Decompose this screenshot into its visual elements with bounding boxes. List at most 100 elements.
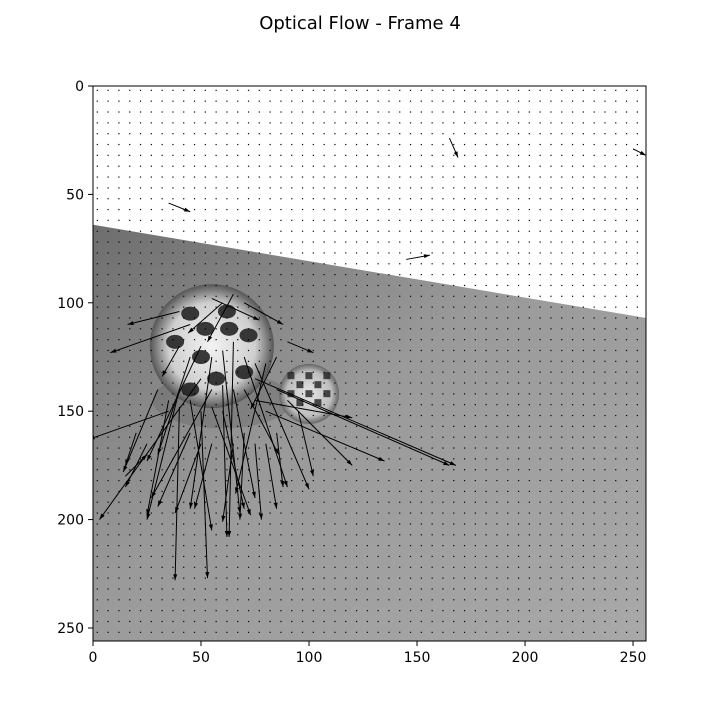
sample-dot <box>388 458 390 460</box>
sample-dot <box>258 317 260 319</box>
sample-dot <box>183 588 185 590</box>
sample-dot <box>345 534 347 536</box>
sample-dot <box>507 620 509 623</box>
sample-dot <box>237 230 239 232</box>
sample-dot <box>193 631 196 633</box>
sample-dot <box>258 447 260 449</box>
sample-dot <box>258 263 260 265</box>
sample-dot <box>625 425 628 427</box>
sample-dot <box>453 501 455 503</box>
flow-arrow-head <box>639 150 646 156</box>
x-tick-label: 100 <box>296 650 323 666</box>
sample-dot <box>463 425 466 427</box>
sample-dot <box>496 187 498 189</box>
sample-dot <box>463 404 466 406</box>
sample-dot <box>334 490 336 493</box>
sample-dot <box>183 230 185 232</box>
sample-dot <box>625 328 628 330</box>
sample-dot <box>334 425 336 427</box>
sample-dot <box>193 143 196 146</box>
sample-dot <box>161 328 163 330</box>
sample-dot <box>431 577 433 579</box>
sample-dot <box>183 165 185 167</box>
sample-dot <box>280 176 282 178</box>
ball-patch <box>166 334 185 349</box>
sample-dot <box>507 425 509 427</box>
sample-dot <box>388 133 390 135</box>
sample-dot <box>561 545 563 547</box>
sample-dot <box>507 306 509 308</box>
sample-dot <box>604 122 606 124</box>
sample-dot <box>388 284 390 287</box>
sample-dot <box>301 176 304 178</box>
sample-dot <box>561 284 563 287</box>
sample-dot <box>409 219 412 222</box>
sample-dot <box>129 555 131 558</box>
sample-dot <box>582 360 584 362</box>
sample-dot <box>118 414 120 417</box>
sample-dot <box>129 252 131 254</box>
sample-dot <box>399 143 401 146</box>
sample-dot <box>507 555 509 558</box>
sample-dot <box>301 588 304 590</box>
sample-dot <box>571 414 574 417</box>
sample-dot <box>431 349 433 352</box>
sample-dot <box>604 306 606 308</box>
sample-dot <box>636 306 638 308</box>
sample-dot <box>183 458 185 460</box>
sample-dot <box>366 631 368 633</box>
sample-dot <box>496 566 498 568</box>
sample-dot <box>247 143 250 146</box>
sample-dot <box>388 111 390 113</box>
sample-dot <box>161 620 163 623</box>
sample-dot <box>237 274 239 276</box>
sample-dot <box>507 490 509 493</box>
sample-dot <box>280 89 282 91</box>
sample-dot <box>517 371 520 373</box>
sample-dot <box>539 545 541 547</box>
sample-dot <box>539 566 541 568</box>
sample-dot <box>431 566 433 568</box>
sample-dot <box>517 252 520 254</box>
sample-dot <box>258 393 260 395</box>
sample-dot <box>517 469 520 471</box>
sample-dot <box>388 122 390 124</box>
sample-dot <box>96 263 98 265</box>
sample-dot <box>226 274 228 276</box>
sample-dot <box>442 490 444 493</box>
sample-dot <box>129 241 131 243</box>
sample-dot <box>366 545 368 547</box>
sample-dot <box>539 479 541 482</box>
sample-dot <box>323 263 325 265</box>
sample-dot <box>571 382 574 384</box>
sample-dot <box>550 523 552 525</box>
sample-dot <box>226 284 228 287</box>
sample-dot <box>377 208 379 211</box>
sample-dot <box>604 458 606 460</box>
sample-dot <box>215 154 217 156</box>
flow-arrow-shaft <box>239 432 245 520</box>
sample-dot <box>582 566 584 568</box>
sample-dot <box>377 111 379 113</box>
sample-dot <box>474 306 476 308</box>
sample-dot <box>463 284 466 287</box>
sample-dot <box>118 143 120 146</box>
sample-dot <box>561 436 563 438</box>
sample-dot <box>550 566 552 568</box>
sample-dot <box>604 479 606 482</box>
sample-dot <box>280 143 282 146</box>
sample-dot <box>615 100 617 102</box>
sample-dot <box>118 458 120 460</box>
sample-dot <box>183 620 185 623</box>
sample-dot <box>129 371 131 373</box>
sample-dot <box>528 620 530 623</box>
sample-dot <box>625 382 628 384</box>
sample-dot <box>323 306 325 308</box>
sample-dot <box>377 154 379 156</box>
sample-dot <box>291 328 293 330</box>
sample-dot <box>345 252 347 254</box>
sample-dot <box>539 534 541 536</box>
sample-dot <box>355 263 358 265</box>
sample-dot <box>139 328 142 330</box>
sample-dot <box>550 295 552 297</box>
